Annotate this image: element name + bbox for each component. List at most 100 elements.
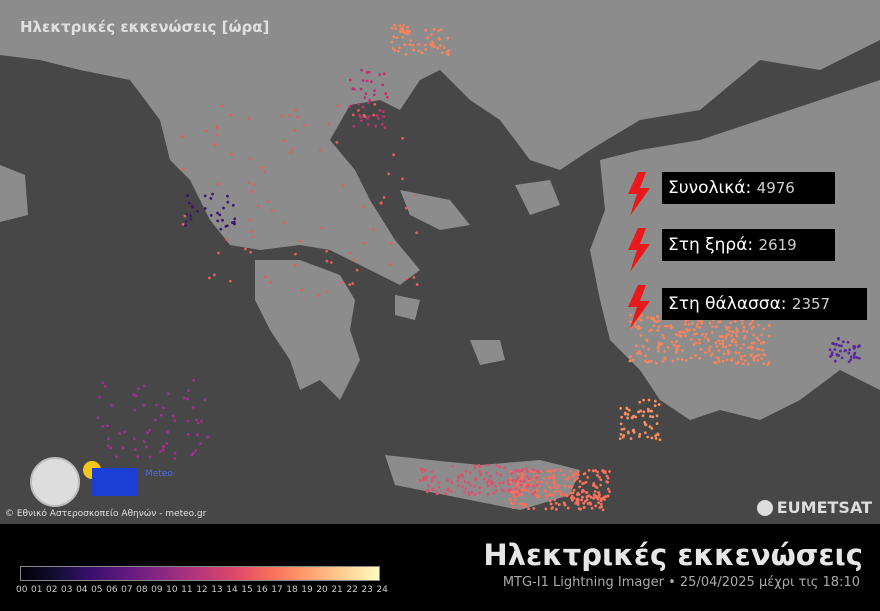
lightning-strike <box>686 329 690 333</box>
lightning-strike <box>647 398 651 402</box>
lightning-strike <box>184 224 187 227</box>
lightning-strike <box>532 507 536 510</box>
lightning-strike <box>361 79 365 83</box>
lightning-strike <box>525 467 528 471</box>
lightning-strike <box>648 329 652 333</box>
lightning-strike <box>656 345 660 349</box>
lightning-strike <box>642 410 646 414</box>
lightning-strike <box>578 479 582 483</box>
lightning-strike <box>626 416 630 420</box>
lightning-strike <box>592 496 595 500</box>
lightning-strike <box>846 340 850 344</box>
lightning-strike <box>472 485 476 489</box>
lightning-strike <box>699 319 703 323</box>
lightning-strike <box>182 167 185 171</box>
lightning-strike <box>430 44 434 48</box>
lightning-strike <box>186 194 189 198</box>
lightning-strike <box>532 468 536 472</box>
lightning-strike <box>425 475 429 479</box>
lightning-strike <box>717 359 721 363</box>
lightning-strike <box>474 476 478 480</box>
lightning-strike <box>533 475 536 479</box>
lightning-strike <box>159 450 162 453</box>
lightning-strike <box>660 342 663 346</box>
lightning-strike <box>294 263 297 267</box>
lightning-strike <box>191 205 195 209</box>
lightning-strike <box>101 424 105 428</box>
lightning-strike <box>351 113 355 117</box>
map-canvas <box>0 0 880 512</box>
lightning-strike <box>189 214 193 218</box>
lightning-strike <box>718 342 722 346</box>
lightning-strike <box>752 358 756 362</box>
lightning-strike <box>742 329 746 333</box>
lightning-strike <box>379 201 383 205</box>
colorbar-tick: 18 <box>286 585 298 595</box>
lightning-strike <box>208 276 211 280</box>
lightning-strike <box>501 481 505 484</box>
lightning-strike <box>146 431 150 435</box>
lightning-strike <box>662 336 666 340</box>
lightning-strike <box>755 336 759 340</box>
lightning-strike <box>628 355 632 359</box>
lightning-strike <box>637 317 641 321</box>
lightning-strike <box>360 68 364 72</box>
lightning-strike <box>726 333 730 336</box>
lightning-strike <box>154 403 158 407</box>
lightning-strike <box>841 340 845 344</box>
lightning-strike <box>552 469 556 473</box>
lightning-strike <box>751 345 754 349</box>
colorbar-tick: 13 <box>211 585 223 595</box>
lightning-strike <box>526 470 529 474</box>
lightning-strike <box>203 207 207 210</box>
lightning-strike <box>203 194 207 198</box>
lightning-strike <box>518 490 522 493</box>
lightning-strike <box>367 115 371 118</box>
lightning-strike <box>725 327 729 331</box>
lightning-strike <box>606 480 610 484</box>
lightning-strike <box>491 481 495 485</box>
lightning-strike <box>516 469 520 472</box>
lightning-strike <box>527 477 531 481</box>
lightning-strike <box>226 200 230 204</box>
lightning-strike <box>629 437 633 441</box>
lightning-strike <box>638 400 642 404</box>
lightning-strike <box>424 47 428 51</box>
lightning-strike <box>460 485 464 489</box>
lightning-strike <box>494 464 498 467</box>
colorbar-tick: 17 <box>271 585 283 595</box>
lightning-strike <box>325 249 329 253</box>
lightning-strike <box>570 494 574 498</box>
lightning-strike <box>148 455 152 459</box>
lightning-strike <box>365 71 369 74</box>
colorbar-tick: 11 <box>181 585 193 595</box>
lightning-strike <box>506 478 510 482</box>
lightning-strike <box>727 326 731 329</box>
lightning-strike <box>498 465 502 469</box>
lightning-strike <box>478 465 482 468</box>
lightning-strike <box>392 35 396 39</box>
lightning-strike <box>654 434 658 438</box>
lightning-strike <box>692 332 696 336</box>
lightning-strike <box>835 342 838 346</box>
lightning-strike <box>522 479 526 483</box>
lightning-strike <box>438 37 441 41</box>
lightning-strike <box>577 473 580 477</box>
lightning-strike <box>623 411 627 415</box>
lightning-map[interactable]: Συνολικά: 4976 Στη ξηρά: 2619 Στη θάλασσ… <box>0 0 880 524</box>
lightning-strike <box>838 349 842 353</box>
lightning-strike <box>442 46 446 49</box>
lightning-strike <box>672 343 676 347</box>
lightning-strike <box>646 316 649 320</box>
lightning-strike <box>269 280 273 284</box>
lightning-strike <box>519 475 523 479</box>
lightning-strike <box>641 345 645 348</box>
lightning-strike <box>656 329 660 332</box>
lightning-strike <box>642 398 646 402</box>
legend-title: Ηλεκτρικές εκκενώσεις [ώρα] <box>20 18 270 36</box>
lightning-strike <box>589 495 593 499</box>
lightning-strike <box>499 473 503 477</box>
lightning-strike <box>750 341 754 345</box>
lightning-strike <box>542 476 546 480</box>
lightning-strike <box>552 477 555 480</box>
